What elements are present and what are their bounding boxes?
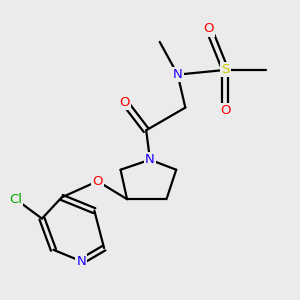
Text: O: O <box>92 175 103 188</box>
Text: O: O <box>204 22 214 35</box>
Text: O: O <box>220 104 231 117</box>
Text: S: S <box>221 63 230 76</box>
Text: Cl: Cl <box>9 193 22 206</box>
Text: O: O <box>120 96 130 109</box>
Text: N: N <box>76 255 86 268</box>
Text: N: N <box>145 153 155 166</box>
Text: N: N <box>173 68 183 81</box>
